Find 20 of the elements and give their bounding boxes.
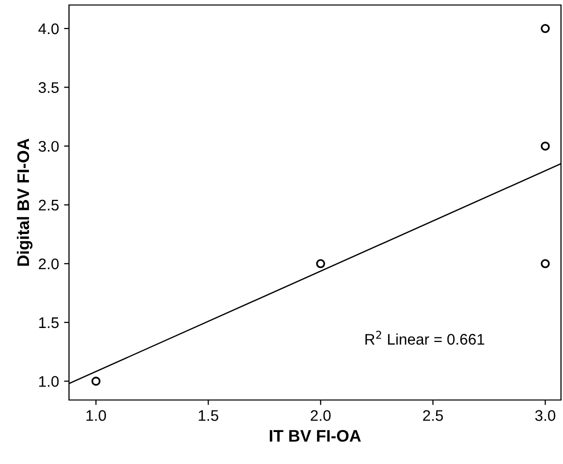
x-tick-label: 1.0 [86, 410, 106, 421]
y-tick-label: 1.0 [39, 376, 59, 387]
point [540, 259, 550, 268]
y-tick-label: 4.0 [38, 23, 59, 34]
x-tick-label: 1.5 [198, 410, 218, 421]
y-tick-label: 3.0 [38, 140, 59, 152]
x-tick-label: 3.0 [535, 410, 556, 421]
x-tick-label: 2.0 [310, 410, 331, 421]
annotation: R$^{2}$ Linear = 0.661 [365, 330, 484, 345]
y-tick-label: 1.5 [39, 317, 59, 328]
point [316, 259, 326, 268]
x-tick-label: 2.5 [423, 410, 443, 421]
point [91, 376, 100, 386]
y-tick-label: 3.5 [38, 82, 59, 93]
point [540, 142, 550, 151]
x-axis-title: IT BV FI-OA [270, 430, 361, 442]
y-axis-title: Digital BV FI-OA [16, 138, 32, 266]
point [540, 24, 550, 34]
y-tick-label: 2.5 [38, 200, 59, 211]
y-tick-label: 2.0 [38, 258, 59, 270]
